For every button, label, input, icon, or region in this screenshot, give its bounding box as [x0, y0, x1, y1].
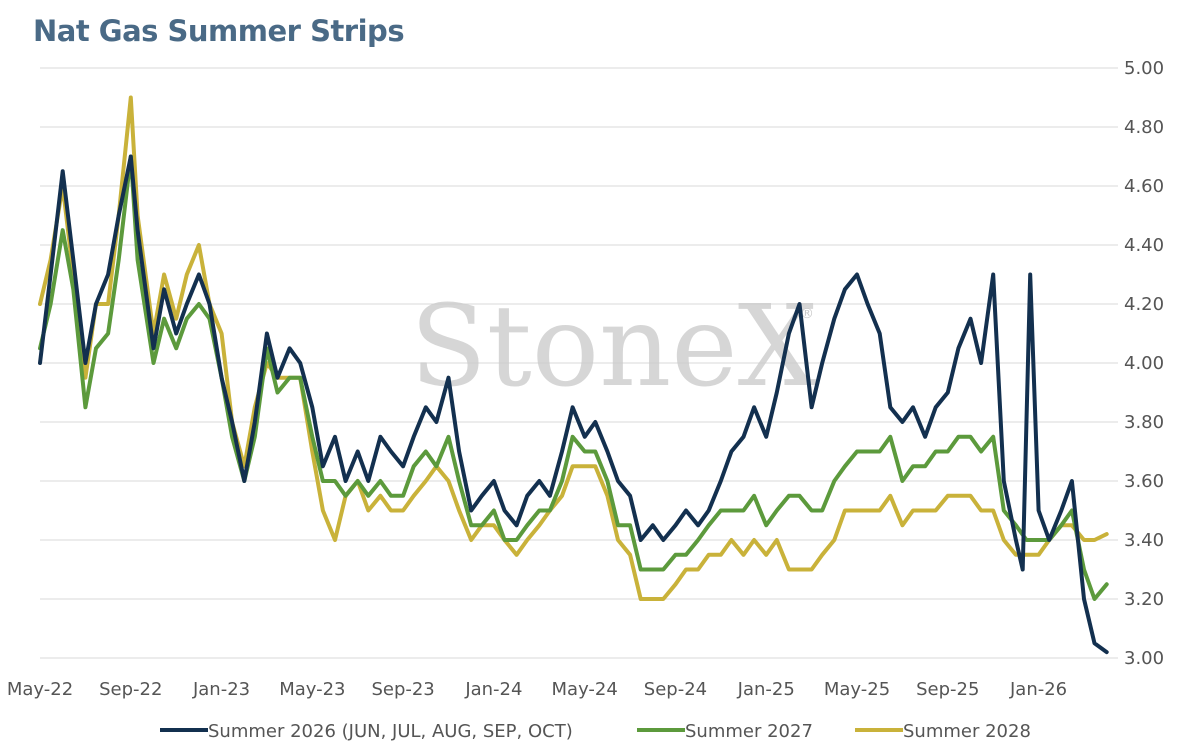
- x-tick-label: May-23: [279, 679, 345, 700]
- y-tick-label: 4.40: [1124, 235, 1164, 256]
- y-tick-label: 4.80: [1124, 117, 1164, 138]
- y-axis-ticks: 3.00 3.20 3.40 3.60 3.80 4.00 4.20 4.40 4.60 4.80…: [1124, 58, 1164, 669]
- x-tick-label: Jan-23: [192, 679, 250, 700]
- chart-title: Nat Gas Summer Strips: [33, 14, 405, 48]
- x-tick-label: May-25: [824, 679, 890, 700]
- y-tick-label: 3.80: [1124, 412, 1164, 433]
- x-tick-label: Sep-22: [99, 679, 162, 700]
- y-tick-label: 4.60: [1124, 176, 1164, 197]
- x-tick-label: Jan-26: [1009, 679, 1067, 700]
- y-tick-label: 3.60: [1124, 471, 1164, 492]
- grid-lines: [40, 67, 1118, 659]
- series-line-2: [38, 95, 1109, 601]
- legend-label: Summer 2026 (JUN, JUL, AUG, SEP, OCT): [208, 721, 573, 742]
- legend-label: Summer 2027: [685, 721, 813, 742]
- y-tick-label: 3.20: [1124, 589, 1164, 610]
- x-tick-label: May-24: [552, 679, 618, 700]
- x-axis-ticks: May-22 Sep-22 Jan-23 May-23 Sep-23 Jan-24 May-…: [7, 679, 1067, 700]
- x-tick-label: May-22: [7, 679, 73, 700]
- x-tick-label: Sep-23: [371, 679, 434, 700]
- legend: Summer 2026 (JUN, JUL, AUG, SEP, OCT) Sum…: [160, 721, 1031, 742]
- x-tick-label: Jan-24: [464, 679, 522, 700]
- y-tick-label: 4.00: [1124, 353, 1164, 374]
- x-tick-label: Jan-25: [737, 679, 795, 700]
- y-tick-label: 3.40: [1124, 530, 1164, 551]
- legend-label: Summer 2028: [903, 721, 1031, 742]
- y-tick-label: 5.00: [1124, 58, 1164, 79]
- x-tick-label: Sep-24: [644, 679, 707, 700]
- series-layer: [38, 95, 1109, 655]
- x-tick-label: Sep-25: [916, 679, 979, 700]
- y-tick-label: 3.00: [1124, 648, 1164, 669]
- registered-mark: ®: [800, 306, 814, 322]
- y-tick-label: 4.20: [1124, 294, 1164, 315]
- series-line-0: [38, 154, 1109, 655]
- watermark-text: StoneX: [410, 282, 818, 412]
